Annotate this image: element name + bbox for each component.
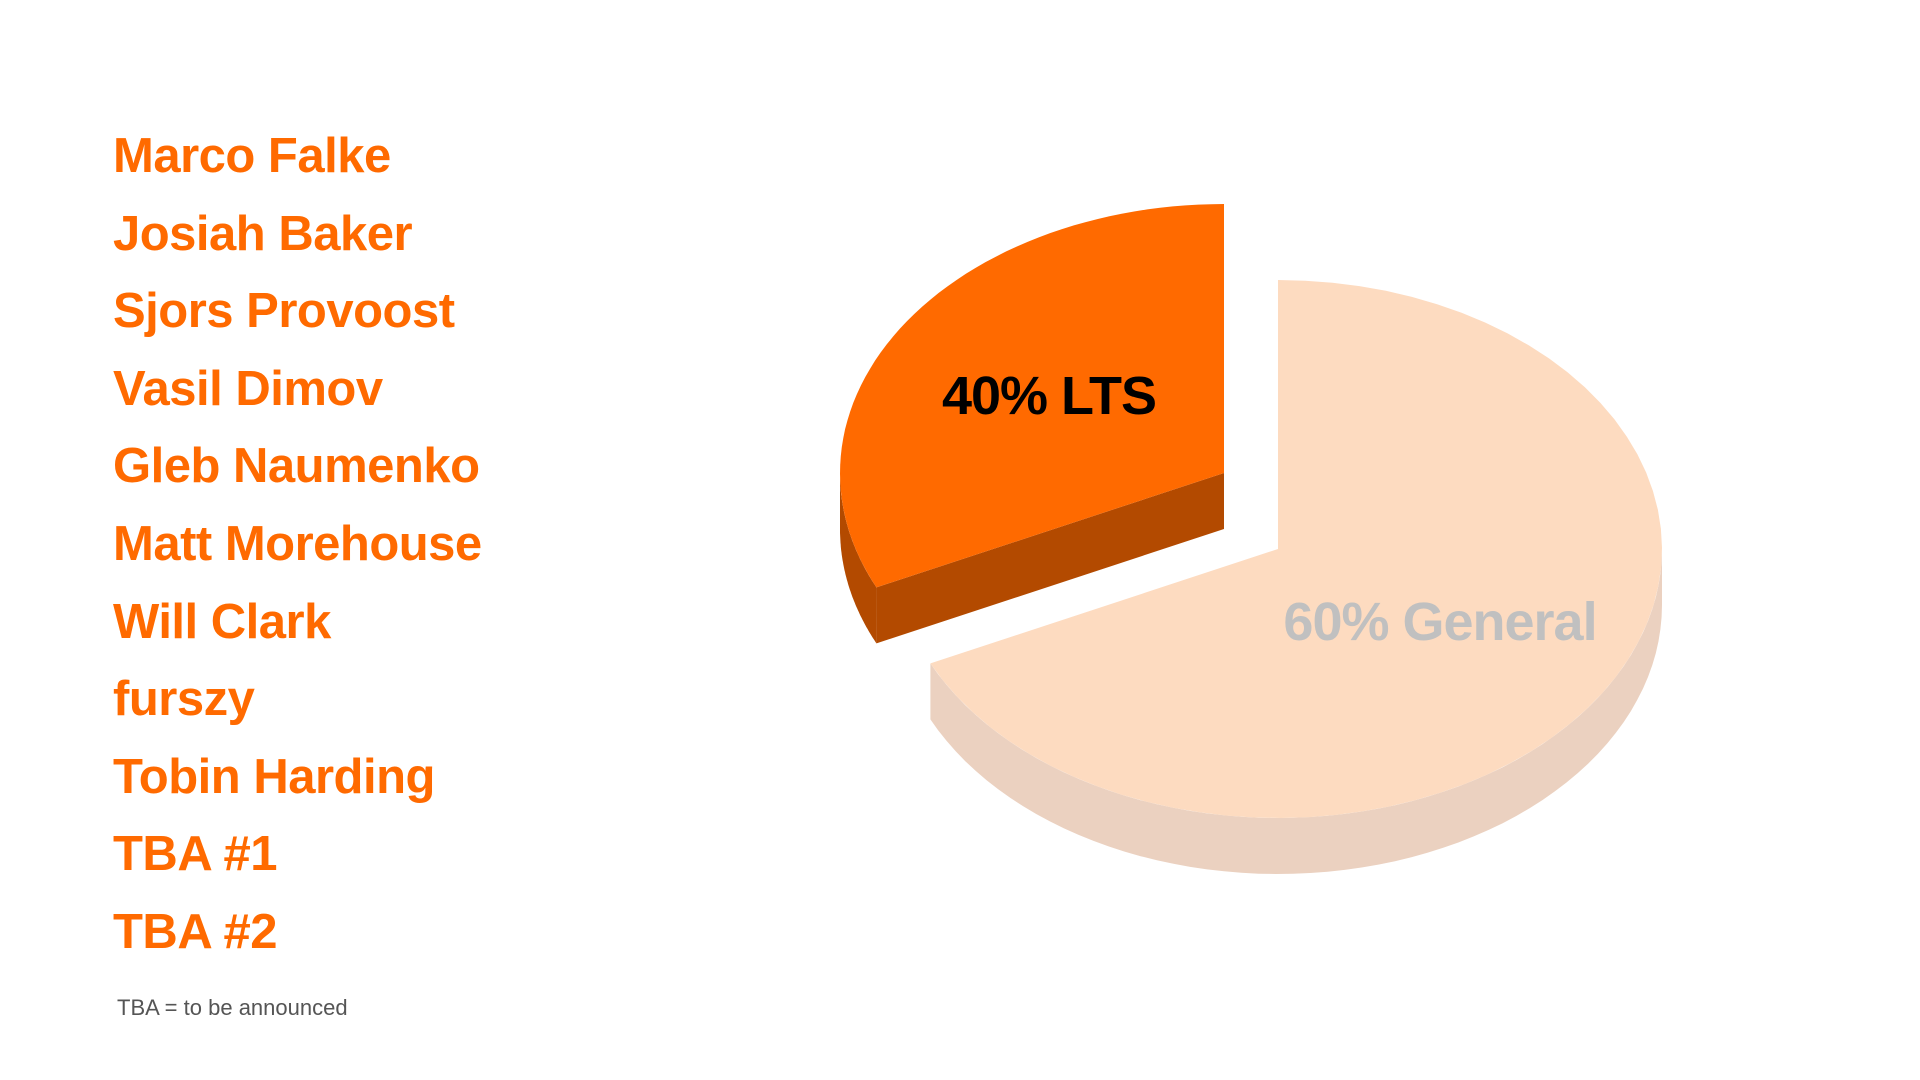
speaker-name: Sjors Provoost bbox=[113, 284, 455, 339]
speaker-name: TBA #1 bbox=[113, 827, 278, 882]
slice-label-general: 60% General bbox=[1283, 592, 1596, 652]
speaker-name: Gleb Naumenko bbox=[113, 439, 480, 494]
slice-side-radial-lts bbox=[876, 473, 1224, 644]
speaker-name: Matt Morehouse bbox=[113, 516, 482, 571]
speaker-name: TBA #2 bbox=[113, 904, 278, 959]
speaker-name: Tobin Harding bbox=[113, 749, 435, 804]
slice-label-lts: 40% LTS bbox=[942, 366, 1156, 426]
slice-general bbox=[930, 280, 1662, 818]
slice-side-general bbox=[930, 549, 1662, 874]
speaker-name: Vasil Dimov bbox=[113, 361, 383, 416]
speaker-list: Marco Falke Josiah Baker Sjors Provoost Vas… bbox=[113, 118, 482, 972]
speaker-name: Marco Falke bbox=[113, 129, 391, 183]
speaker-name: Will Clark bbox=[113, 594, 331, 649]
speaker-name: furszy bbox=[113, 672, 255, 727]
speaker-name: Josiah Baker bbox=[113, 206, 413, 261]
slice-lts bbox=[840, 204, 1224, 588]
slice-side-lts bbox=[840, 473, 877, 644]
footnote: TBA = to be announced bbox=[117, 995, 348, 1020]
